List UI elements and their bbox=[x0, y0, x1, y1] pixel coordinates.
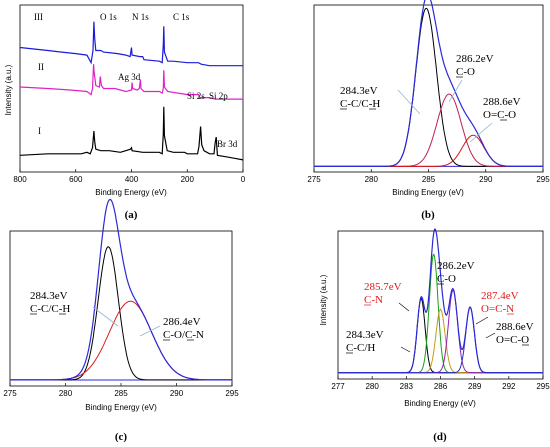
panel-a-si2s: Si 2s bbox=[187, 91, 205, 101]
panel-d: 277 280 283 286 289 292 295 Binding Energy (eV… bbox=[319, 228, 550, 443]
panel-d-x-ticks: 277 280 283 286 289 292 295 bbox=[331, 376, 550, 391]
panel-c-xlabel: Binding Energy (eV) bbox=[85, 403, 157, 412]
x-tick-label: 292 bbox=[502, 382, 516, 391]
panel-c: 275 280 285 290 295 Binding Energy (eV) 284.… bbox=[3, 198, 239, 443]
x-tick-label: 400 bbox=[125, 175, 139, 184]
panel-a-si2p: Si 2p bbox=[209, 91, 228, 101]
panel-b-ann-2-value: 286.2eV bbox=[456, 53, 494, 65]
panel-d-pointer-2 bbox=[400, 346, 411, 353]
panel-b-caption: (b) bbox=[421, 209, 435, 221]
panel-d-ann-2-value: 285.7eV bbox=[364, 281, 402, 293]
panel-b-xlabel: Binding Energy (eV) bbox=[392, 188, 464, 197]
panel-a-ag3d: Ag 3d bbox=[118, 72, 141, 82]
x-tick-label: 295 bbox=[536, 382, 550, 391]
panel-c-pointer-1 bbox=[92, 306, 119, 327]
envelope-line bbox=[10, 198, 232, 381]
x-tick-label: 800 bbox=[13, 175, 27, 184]
panel-d-ann-5-assign: O=C-O bbox=[496, 334, 529, 346]
panel-d-ann-4-value: 284.3eV bbox=[346, 329, 384, 341]
panel-a-n1s: N 1s bbox=[132, 12, 149, 22]
envelope-line bbox=[338, 228, 543, 374]
panel-d-ann-3-value: 287.4eV bbox=[481, 290, 519, 302]
x-tick-label: 295 bbox=[536, 175, 550, 184]
panel-b-pointer-2 bbox=[448, 79, 463, 103]
panel-a-o1s: O 1s bbox=[100, 12, 117, 22]
panel-a-plot bbox=[19, 21, 244, 161]
x-tick-label: 280 bbox=[365, 175, 379, 184]
panel-c-plot bbox=[10, 198, 232, 381]
x-tick-label: 290 bbox=[479, 175, 493, 184]
panel-a-label-ii: II bbox=[38, 62, 44, 72]
panel-c-x-ticks: 275 280 285 290 295 bbox=[3, 383, 239, 398]
panel-d-pointer-3 bbox=[475, 316, 489, 325]
panel-a-br3d: Br 3d bbox=[217, 139, 238, 149]
panel-c-caption: (c) bbox=[115, 431, 128, 443]
panel-d-pointer-4 bbox=[485, 332, 496, 339]
panel-a-ylabel: Intensity (a.u.) bbox=[4, 64, 13, 115]
panel-a-series-line-1 bbox=[19, 21, 243, 67]
panel-b-ann-1-value: 284.3eV bbox=[340, 85, 378, 97]
envelope-line bbox=[314, 0, 543, 167]
panel-a-x-ticks: 800 600 400 200 0 bbox=[13, 169, 246, 184]
panel-c-ann-2-assign: C-O/C-N bbox=[163, 329, 204, 341]
panel-b: 275 280 285 290 295 Binding Energy (eV) 284.… bbox=[307, 0, 550, 221]
panel-d-ann-4-assign: C-C/H bbox=[346, 342, 375, 354]
panel-b-pointer-1 bbox=[397, 89, 421, 115]
panel-b-ann-3-assign: O=C-O bbox=[483, 109, 516, 121]
panel-b-plot bbox=[314, 0, 543, 167]
x-tick-label: 286 bbox=[434, 382, 448, 391]
panel-d-ann-1-assign: C-O bbox=[437, 273, 456, 285]
panel-d-pointer-1 bbox=[398, 302, 410, 312]
panel-b-x-ticks: 275 280 285 290 295 bbox=[307, 169, 550, 184]
panel-c-ann-2-value: 286.4eV bbox=[163, 316, 201, 328]
x-tick-label: 283 bbox=[400, 382, 414, 391]
x-tick-label: 280 bbox=[59, 389, 73, 398]
panel-c-pointer-2 bbox=[139, 325, 161, 337]
x-tick-label: 200 bbox=[181, 175, 195, 184]
panel-d-ylabel: Intensity (a.u.) bbox=[319, 274, 328, 325]
panel-d-ann-2-assign: C-N bbox=[364, 294, 383, 306]
panel-a-series-line-3 bbox=[19, 106, 244, 161]
x-tick-label: 280 bbox=[365, 382, 379, 391]
panel-c-ann-1-assign: C-C/C-H bbox=[30, 303, 70, 315]
panel-d-caption: (d) bbox=[433, 431, 447, 443]
x-tick-label: 289 bbox=[468, 382, 482, 391]
x-tick-label: 0 bbox=[241, 175, 246, 184]
panel-a-caption: (a) bbox=[125, 209, 138, 221]
x-tick-label: 275 bbox=[307, 175, 321, 184]
x-tick-label: 277 bbox=[331, 382, 345, 391]
x-tick-label: 290 bbox=[170, 389, 184, 398]
panel-a: 800 600 400 200 0 Binding Energy (eV) Intens… bbox=[4, 4, 246, 221]
panel-d-xlabel: Binding Energy (eV) bbox=[404, 399, 476, 408]
panel-d-ann-5-value: 288.6eV bbox=[496, 321, 534, 333]
panel-b-ann-1-assign: C-C/C-H bbox=[340, 98, 380, 110]
panel-a-label-iii: III bbox=[34, 12, 43, 22]
x-tick-label: 285 bbox=[422, 175, 436, 184]
panel-a-xlabel: Binding Energy (eV) bbox=[95, 188, 167, 197]
panel-c-ann-1-value: 284.3eV bbox=[30, 290, 68, 302]
panel-d-ann-3-assign: O=C-N bbox=[481, 303, 514, 315]
panel-a-c1s: C 1s bbox=[173, 12, 190, 22]
panel-b-ann-2-assign: C-O bbox=[456, 66, 475, 78]
panel-b-pointer-3 bbox=[469, 122, 493, 143]
panel-a-series-line-2 bbox=[19, 64, 243, 100]
x-tick-label: 600 bbox=[69, 175, 83, 184]
panel-b-ann-3-value: 288.6eV bbox=[483, 96, 521, 108]
x-tick-label: 295 bbox=[225, 389, 239, 398]
panel-d-ann-1-value: 286.2eV bbox=[437, 260, 475, 272]
panel-a-label-i: I bbox=[38, 126, 41, 136]
x-tick-label: 285 bbox=[114, 389, 128, 398]
panel-d-plot bbox=[338, 228, 543, 374]
x-tick-label: 275 bbox=[3, 389, 17, 398]
